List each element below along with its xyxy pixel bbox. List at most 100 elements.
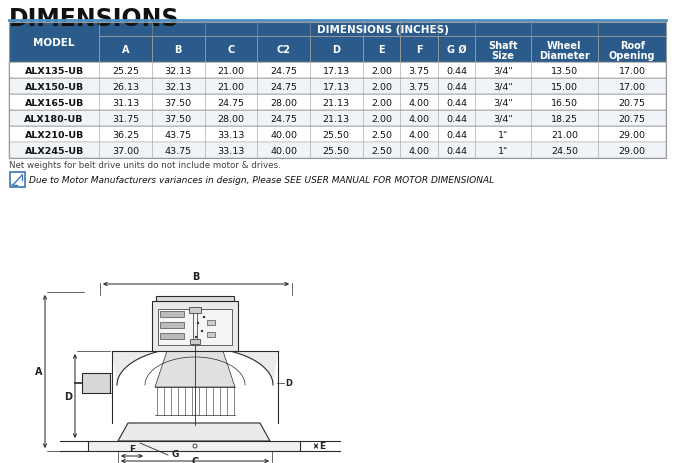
Text: 1": 1" bbox=[498, 146, 508, 155]
Text: 29.00: 29.00 bbox=[619, 146, 646, 155]
Text: 17.13: 17.13 bbox=[323, 82, 350, 91]
Text: 17.13: 17.13 bbox=[323, 66, 350, 75]
Text: 25.50: 25.50 bbox=[323, 146, 350, 155]
Text: 2.00: 2.00 bbox=[371, 98, 392, 107]
Text: C: C bbox=[192, 456, 198, 463]
Text: 4.00: 4.00 bbox=[408, 114, 429, 123]
Text: 28.00: 28.00 bbox=[217, 114, 244, 123]
Text: 24.50: 24.50 bbox=[551, 146, 578, 155]
Bar bbox=[9, 143, 666, 159]
Text: G Ø: G Ø bbox=[447, 45, 466, 55]
Text: 32.13: 32.13 bbox=[165, 66, 192, 75]
Text: 21.00: 21.00 bbox=[551, 130, 578, 139]
Text: 33.13: 33.13 bbox=[217, 146, 244, 155]
Bar bbox=[156, 296, 234, 301]
Text: ALX165-UB: ALX165-UB bbox=[24, 98, 84, 107]
Bar bbox=[99, 23, 666, 37]
Bar bbox=[9, 23, 99, 63]
Text: 3/4": 3/4" bbox=[493, 82, 513, 91]
Circle shape bbox=[193, 444, 197, 448]
Text: 1": 1" bbox=[498, 130, 508, 139]
Bar bbox=[9, 79, 666, 95]
Text: 2.00: 2.00 bbox=[371, 114, 392, 123]
Bar bbox=[310, 37, 362, 63]
Text: 0.44: 0.44 bbox=[446, 98, 467, 107]
Text: 0.44: 0.44 bbox=[446, 82, 467, 91]
Text: B: B bbox=[192, 272, 200, 282]
Text: 2.00: 2.00 bbox=[371, 82, 392, 91]
Text: 21.13: 21.13 bbox=[323, 98, 350, 107]
Text: 21.00: 21.00 bbox=[217, 66, 244, 75]
Text: 40.00: 40.00 bbox=[270, 146, 297, 155]
Text: 24.75: 24.75 bbox=[217, 98, 244, 107]
Text: Opening: Opening bbox=[609, 50, 655, 61]
Text: 2.00: 2.00 bbox=[371, 66, 392, 75]
Text: Due to Motor Manufacturers variances in design, Please SEE USER MANUAL FOR MOTOR: Due to Motor Manufacturers variances in … bbox=[29, 175, 494, 185]
Text: 43.75: 43.75 bbox=[165, 130, 192, 139]
Text: E: E bbox=[319, 442, 325, 450]
Text: C: C bbox=[227, 45, 234, 55]
Text: Roof: Roof bbox=[620, 41, 645, 51]
Text: A: A bbox=[34, 367, 42, 377]
Text: 15.00: 15.00 bbox=[551, 82, 578, 91]
Text: 3.75: 3.75 bbox=[408, 82, 429, 91]
Text: D: D bbox=[332, 45, 340, 55]
Bar bbox=[158, 309, 232, 345]
Bar bbox=[9, 95, 666, 111]
Text: 29.00: 29.00 bbox=[619, 130, 646, 139]
Text: 24.75: 24.75 bbox=[270, 82, 297, 91]
Text: ALX135-UB: ALX135-UB bbox=[24, 66, 84, 75]
Text: 3/4": 3/4" bbox=[493, 98, 513, 107]
Text: C2: C2 bbox=[277, 45, 290, 55]
Text: F: F bbox=[129, 444, 135, 454]
Text: 0.44: 0.44 bbox=[446, 146, 467, 155]
Text: 37.00: 37.00 bbox=[112, 146, 139, 155]
Text: 0.44: 0.44 bbox=[446, 114, 467, 123]
Text: Size: Size bbox=[491, 50, 514, 61]
Bar bbox=[190, 339, 200, 344]
Bar bbox=[99, 37, 152, 63]
Text: F: F bbox=[416, 45, 423, 55]
Text: 32.13: 32.13 bbox=[165, 82, 192, 91]
Bar bbox=[207, 332, 215, 337]
Text: 21.13: 21.13 bbox=[323, 114, 350, 123]
Text: Net weights for belt drive units do not include motor & drives.: Net weights for belt drive units do not … bbox=[9, 161, 281, 169]
Bar bbox=[152, 301, 238, 351]
Text: 36.25: 36.25 bbox=[112, 130, 139, 139]
Text: B: B bbox=[175, 45, 182, 55]
Text: 26.13: 26.13 bbox=[112, 82, 139, 91]
Text: 24.75: 24.75 bbox=[270, 66, 297, 75]
Text: Diameter: Diameter bbox=[539, 50, 590, 61]
Text: A: A bbox=[122, 45, 130, 55]
Bar bbox=[9, 111, 666, 127]
Bar bbox=[9, 127, 666, 143]
Text: E: E bbox=[378, 45, 385, 55]
Text: 18.25: 18.25 bbox=[551, 114, 578, 123]
Text: 25.25: 25.25 bbox=[112, 66, 139, 75]
Bar bbox=[9, 23, 666, 159]
Bar bbox=[400, 37, 438, 63]
Text: Wheel: Wheel bbox=[547, 41, 582, 51]
Bar bbox=[207, 320, 215, 325]
Text: 3/4": 3/4" bbox=[493, 66, 513, 75]
Text: D: D bbox=[64, 391, 72, 401]
Circle shape bbox=[200, 330, 203, 332]
Text: 3.75: 3.75 bbox=[408, 66, 429, 75]
Text: 31.13: 31.13 bbox=[112, 98, 139, 107]
Text: 43.75: 43.75 bbox=[165, 146, 192, 155]
Text: Shaft: Shaft bbox=[488, 41, 518, 51]
Text: 20.75: 20.75 bbox=[619, 114, 646, 123]
Text: 40.00: 40.00 bbox=[270, 130, 297, 139]
Text: G: G bbox=[171, 450, 178, 458]
Text: ALX210-UB: ALX210-UB bbox=[24, 130, 84, 139]
Bar bbox=[257, 37, 310, 63]
Text: 13.50: 13.50 bbox=[551, 66, 578, 75]
Bar bbox=[88, 441, 300, 451]
Text: 28.00: 28.00 bbox=[270, 98, 297, 107]
Text: 3/4": 3/4" bbox=[493, 114, 513, 123]
Bar bbox=[82, 373, 110, 393]
Text: ALX245-UB: ALX245-UB bbox=[24, 146, 84, 155]
Bar bbox=[189, 307, 201, 313]
Text: 37.50: 37.50 bbox=[165, 98, 192, 107]
Text: 31.75: 31.75 bbox=[112, 114, 139, 123]
